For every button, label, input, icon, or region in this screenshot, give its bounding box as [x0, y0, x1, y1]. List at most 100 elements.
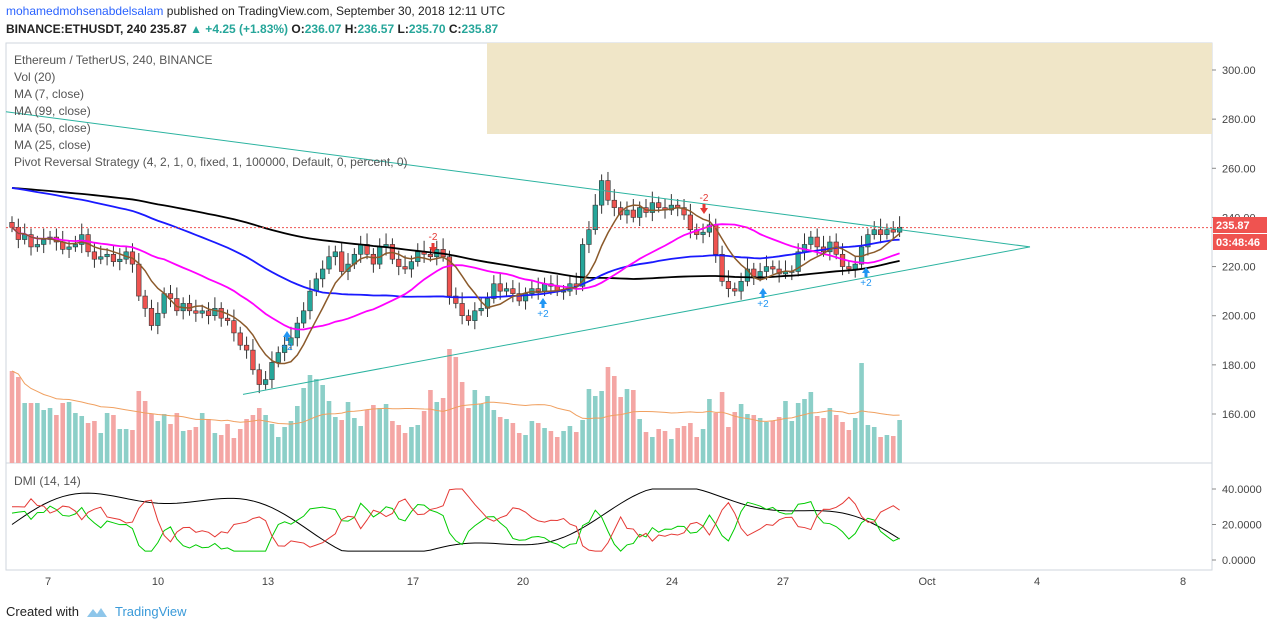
volume-ma-line	[11, 370, 900, 425]
candle-body	[611, 199, 617, 208]
symbol: BINANCE:ETHUSDT, 240	[6, 22, 147, 36]
candle-body	[732, 288, 738, 292]
candle-body	[155, 312, 161, 326]
dmi-tick-label: 40.0000	[1222, 484, 1262, 496]
pivot-marker-label: -2	[700, 193, 709, 204]
ma99-line	[11, 187, 900, 280]
volume-bar	[789, 421, 795, 463]
candle-body	[586, 229, 592, 245]
volume-bar	[28, 403, 34, 463]
last-price-badge: 235.87	[1216, 220, 1250, 232]
pivot-arrow-up-icon	[283, 331, 291, 341]
candle-body	[681, 207, 687, 216]
volume-bar	[434, 402, 440, 463]
legend-item: MA (50, close)	[14, 121, 91, 135]
volume-bar	[871, 427, 877, 463]
close-value: 235.87	[461, 22, 499, 36]
volume-bar	[688, 423, 693, 463]
dmi-plus-line	[11, 500, 900, 552]
volume-bar	[440, 398, 446, 463]
volume-bar	[783, 401, 788, 463]
candle-body	[795, 251, 801, 272]
legend-item: MA (99, close)	[14, 104, 91, 118]
volume-bar	[92, 421, 97, 463]
candle-body	[890, 229, 896, 233]
candle-body	[465, 315, 472, 321]
volume-bar	[681, 426, 687, 463]
volume-bar	[472, 390, 478, 463]
volume-bar	[275, 437, 281, 463]
volume-bar	[821, 418, 826, 463]
price-tick-label: 280.00	[1222, 114, 1256, 126]
volume-bar	[149, 414, 154, 463]
candle-body	[865, 234, 871, 248]
volume-bar	[111, 415, 116, 463]
volume-bar	[9, 371, 15, 463]
volume-bar	[516, 433, 522, 463]
volume-bar	[707, 399, 712, 463]
candle-body	[358, 244, 364, 255]
price-change: ▲ +4.25 (+1.83%)	[190, 22, 289, 36]
volume-bar	[199, 413, 205, 463]
pivot-marker-label: +2	[860, 278, 872, 289]
candle-body	[396, 258, 402, 267]
candle-body	[9, 222, 15, 228]
time-tick-label: Oct	[918, 576, 935, 588]
volume-bar	[117, 429, 123, 463]
candle-body	[459, 303, 465, 317]
volume-bar	[396, 425, 402, 463]
volume-bar	[225, 424, 230, 463]
volume-bar	[466, 408, 471, 463]
candle-body	[98, 256, 104, 260]
tradingview-link[interactable]: TradingView	[114, 604, 187, 619]
legend-item: Vol (20)	[14, 70, 55, 84]
candle-body	[884, 229, 890, 235]
ma25-line	[11, 223, 900, 331]
volume-bar	[802, 399, 807, 463]
legend-item: MA (25, close)	[14, 138, 91, 152]
candle-body	[79, 234, 85, 245]
adx-line	[11, 488, 900, 552]
volume-bar	[561, 431, 566, 463]
footer: Created with TradingView	[6, 604, 187, 619]
candle-body	[852, 263, 858, 270]
candle-body	[770, 266, 776, 270]
volume-bar	[542, 428, 547, 463]
candle-body	[339, 251, 345, 272]
volume-bar	[745, 414, 750, 463]
candle-body	[453, 295, 459, 304]
candle-body	[478, 308, 484, 312]
volume-bar	[884, 435, 890, 463]
time-tick-label: 20	[517, 576, 529, 588]
volume-bar	[60, 403, 66, 463]
candle-body	[827, 241, 833, 253]
volume-bar	[453, 357, 459, 463]
candle-body	[497, 283, 503, 292]
volume-bar	[383, 404, 389, 463]
volume-bar	[586, 389, 592, 463]
candle-body	[738, 281, 744, 292]
volume-bar	[288, 421, 294, 463]
pivot-arrow-up-icon	[759, 288, 767, 298]
volume-bar	[510, 423, 516, 463]
candle-body	[250, 349, 256, 371]
author-link[interactable]: mohamedmohsenabdelsalam	[6, 4, 164, 18]
candle-body	[193, 310, 199, 314]
volume-bar	[333, 417, 338, 463]
volume-bar	[808, 392, 814, 463]
volume-bar	[41, 410, 46, 463]
price-tick-label: 180.00	[1222, 360, 1256, 372]
volume-bar	[301, 388, 306, 463]
volume-bar	[592, 396, 598, 463]
volume-bar	[795, 403, 801, 463]
candle-body	[34, 244, 40, 248]
published-text: published on TradingView.com, September …	[166, 4, 506, 18]
volume-bar	[523, 435, 528, 463]
candle-body	[719, 253, 725, 282]
volume-bar	[637, 419, 642, 463]
candle-body	[624, 209, 630, 216]
created-with-label: Created with	[6, 604, 79, 619]
candle-body	[599, 180, 605, 206]
volume-bar	[770, 421, 776, 463]
